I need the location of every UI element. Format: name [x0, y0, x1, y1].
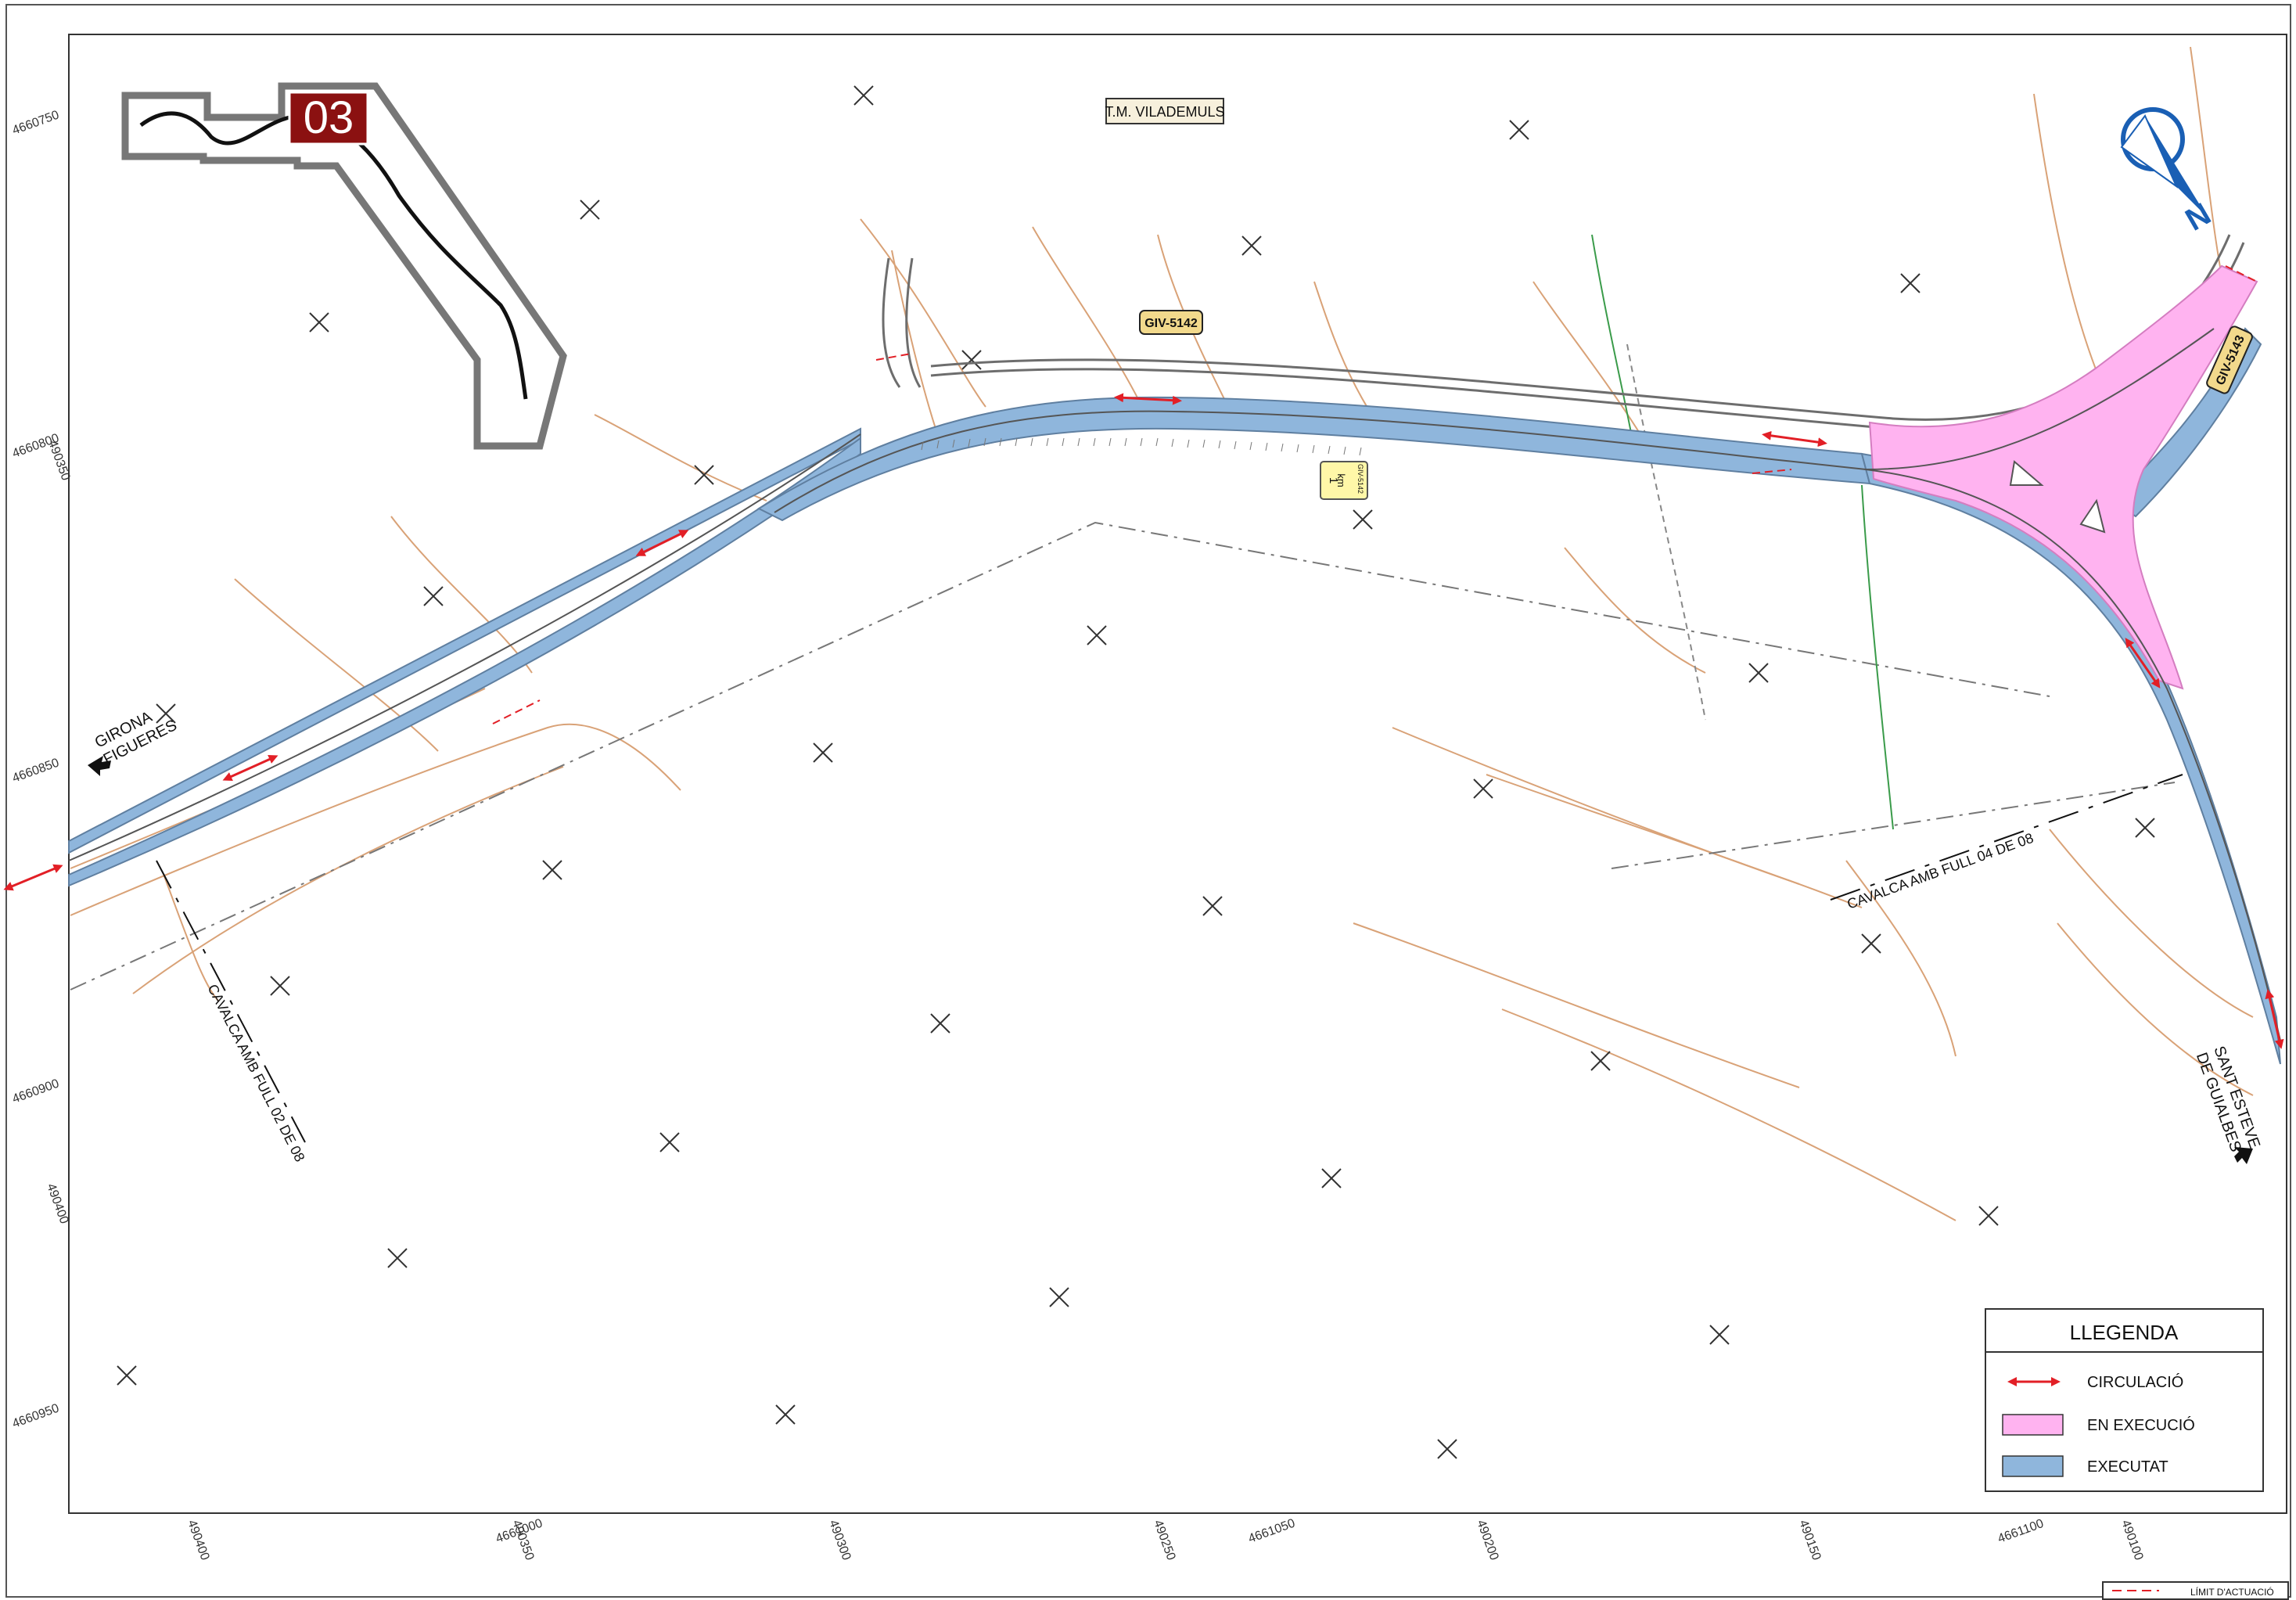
- traffic-arrow: [1762, 430, 1827, 448]
- traffic-arrow: [2265, 989, 2284, 1049]
- legend-panel: LLEGENDA CIRCULACIÓ EN EXECUCIÓ EXECUTAT: [1985, 1308, 2264, 1492]
- footer-legend-label: LÍMIT D'ACTUACIÓ: [2190, 1586, 2274, 1598]
- arrow-west-icon: [88, 756, 111, 776]
- legend-in-progress-swatch: [2002, 1414, 2064, 1436]
- stream-line-2: [1861, 484, 1894, 830]
- svg-text:4660850: 4660850: [11, 756, 61, 785]
- svg-text:490400: 490400: [185, 1519, 211, 1562]
- match-lines: [156, 774, 2183, 1143]
- road-edges: [68, 328, 2281, 1041]
- embankment-hatch: [921, 437, 1362, 456]
- traffic-arrow: [222, 754, 278, 782]
- property-boundary-line: [70, 521, 2176, 991]
- sheet-number: 03: [304, 92, 354, 143]
- svg-text:4660900: 4660900: [11, 1077, 61, 1106]
- svg-text:1: 1: [1327, 477, 1340, 484]
- sheet-border: [5, 4, 2291, 1598]
- svg-text:490400: 490400: [44, 1182, 70, 1226]
- svg-text:4660750: 4660750: [11, 108, 61, 137]
- traffic-arrow: [635, 530, 689, 556]
- legend-title: LLEGENDA: [2070, 1321, 2179, 1344]
- junction-islands: [2009, 460, 2106, 534]
- traffic-arrow: [1114, 393, 1182, 405]
- utility-line: [1626, 343, 1706, 721]
- svg-text:GIV-5142: GIV-5142: [1144, 317, 1198, 330]
- traffic-arrow: [3, 864, 63, 891]
- limit-of-works: [492, 265, 2258, 724]
- svg-text:490100: 490100: [2118, 1519, 2145, 1562]
- left-axis-labels: 4660750 4660800 490350 4660850 4660900 4…: [11, 108, 73, 1430]
- road-label-giv5142: GIV-5142: [1139, 310, 1203, 335]
- svg-text:T.M. VILADEMULS: T.M. VILADEMULS: [1105, 104, 1224, 120]
- svg-text:4661100: 4661100: [1996, 1517, 2046, 1546]
- traffic-arrow: [2125, 638, 2161, 689]
- svg-text:4660950: 4660950: [11, 1401, 61, 1430]
- legend-item-circulation: CIRCULACIÓ: [2087, 1373, 2183, 1391]
- bottom-axis-labels: 490400 4661000 490350 490300 490250 4661…: [185, 1516, 2145, 1562]
- key-map-inset: 03: [121, 82, 567, 450]
- survey-grid-crosses: [117, 85, 2155, 1459]
- svg-text:GIV-5142: GIV-5142: [1356, 464, 1364, 494]
- svg-text:490300: 490300: [826, 1519, 853, 1562]
- svg-text:490200: 490200: [1474, 1519, 1500, 1562]
- legend-item-executed: EXECUTAT: [2087, 1458, 2168, 1476]
- svg-text:490150: 490150: [1796, 1519, 1823, 1562]
- legend-item-in-progress: EN EXECUCIÓ: [2087, 1416, 2195, 1434]
- in-progress-works: [1868, 264, 2258, 690]
- footer-legend: LÍMIT D'ACTUACIÓ: [2102, 1581, 2289, 1600]
- municipality-label: T.M. VILADEMULS: [1105, 98, 1225, 124]
- legend-executed-swatch: [2002, 1455, 2064, 1477]
- svg-text:4661050: 4661050: [1247, 1516, 1297, 1545]
- svg-text:km: km: [1335, 473, 1347, 487]
- km-marker: GIV-5142 km 1: [1320, 461, 1368, 500]
- arrow-east-icon: [2234, 1147, 2253, 1164]
- svg-text:490250: 490250: [1151, 1519, 1177, 1562]
- traffic-arrows: [3, 393, 2284, 1049]
